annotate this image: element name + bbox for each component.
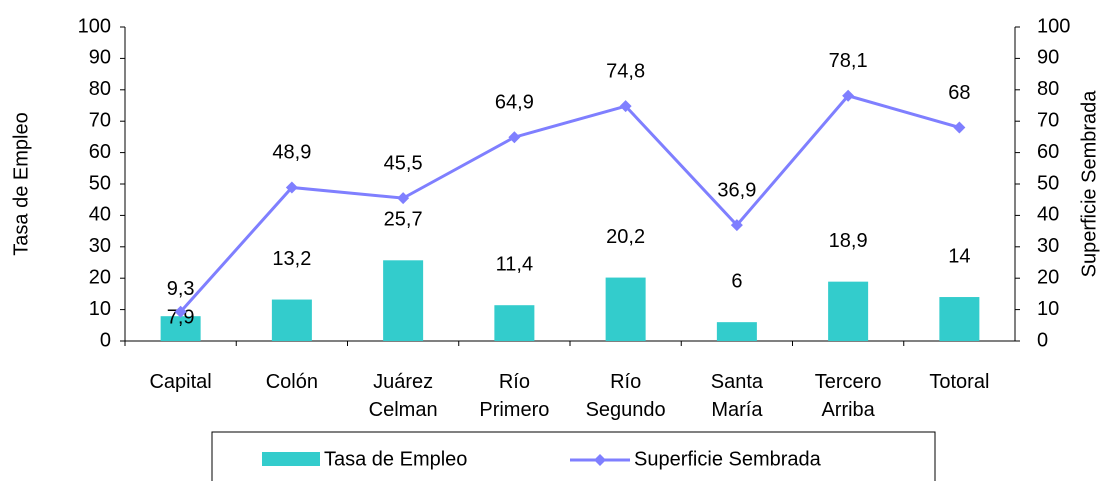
legend-label: Tasa de Empleo [324, 448, 467, 470]
bar-value-label: 18,9 [829, 230, 868, 252]
line-value-label: 9,3 [167, 278, 195, 300]
line-marker [842, 89, 855, 102]
bar [939, 297, 980, 341]
line-value-label: 64,9 [495, 91, 534, 113]
x-tick-label: Capital [149, 371, 211, 393]
y-axis-label: Tasa de Empleo [10, 112, 32, 255]
bar-value-label: 13,2 [272, 248, 311, 270]
bar-value-label: 25,7 [384, 209, 423, 231]
line-marker [619, 100, 632, 113]
bar [605, 277, 646, 341]
y-tick-label: 100 [78, 15, 111, 37]
bar-value-label: 14 [948, 245, 970, 267]
y-tick-label: 10 [89, 298, 111, 320]
y2-tick-label: 50 [1037, 172, 1059, 194]
y2-tick-label: 30 [1037, 235, 1059, 257]
y2-tick-label: 60 [1037, 141, 1059, 163]
line-marker [397, 192, 410, 205]
y2-tick-label: 70 [1037, 109, 1059, 131]
legend-box [211, 431, 936, 481]
bar [160, 316, 201, 341]
y-tick-label: 70 [89, 109, 111, 131]
y-tick-label: 80 [89, 78, 111, 100]
bar-value-label: 11,4 [496, 253, 533, 275]
bar [716, 322, 757, 341]
y-tick-label: 60 [89, 141, 111, 163]
line-marker [953, 121, 966, 134]
bar [828, 281, 869, 341]
y-tick-label: 20 [89, 266, 111, 288]
line-marker [508, 131, 521, 144]
x-tick-label: Totoral [929, 371, 989, 393]
bar [494, 305, 535, 341]
line-value-label: 78,1 [829, 50, 868, 72]
line-value-label: 48,9 [272, 142, 311, 164]
y2-tick-label: 90 [1037, 47, 1059, 69]
x-tick-label: Río Segundo [586, 371, 666, 421]
line-value-label: 68 [948, 82, 970, 104]
x-tick-label: Tercero Arriba [815, 371, 882, 421]
y-tick-label: 0 [100, 329, 111, 351]
bar [271, 299, 312, 341]
y2-tick-label: 0 [1037, 329, 1048, 351]
line-marker [730, 219, 743, 232]
y2-axis-label: Superficie Sembrada [1078, 90, 1100, 278]
y2-tick-label: 80 [1037, 78, 1059, 100]
bar [383, 260, 424, 341]
line-marker [285, 181, 298, 194]
x-tick-label: Santa María [711, 371, 764, 421]
line-marker [174, 305, 187, 318]
y2-tick-label: 100 [1037, 15, 1070, 37]
bar-value-label: 20,2 [606, 226, 645, 248]
y-tick-label: 40 [89, 204, 111, 226]
bar-value-label: 6 [731, 270, 742, 292]
legend-label: Superficie Sembrada [634, 448, 822, 470]
line-value-label: 36,9 [717, 179, 756, 201]
y2-tick-label: 40 [1037, 204, 1059, 226]
line-value-label: 74,8 [606, 60, 645, 82]
legend-marker [594, 454, 606, 466]
y-tick-label: 50 [89, 172, 111, 194]
y2-tick-label: 20 [1037, 266, 1059, 288]
x-tick-label: Juárez Celman [369, 371, 438, 421]
x-tick-label: Río Primero [479, 371, 549, 421]
line-value-label: 45,5 [384, 152, 423, 174]
line [179, 94, 960, 313]
x-tick-label: Colón [266, 371, 318, 393]
y-tick-label: 30 [89, 235, 111, 257]
y2-tick-label: 10 [1037, 298, 1059, 320]
legend-swatch [262, 452, 320, 466]
y-tick-label: 90 [89, 47, 111, 69]
